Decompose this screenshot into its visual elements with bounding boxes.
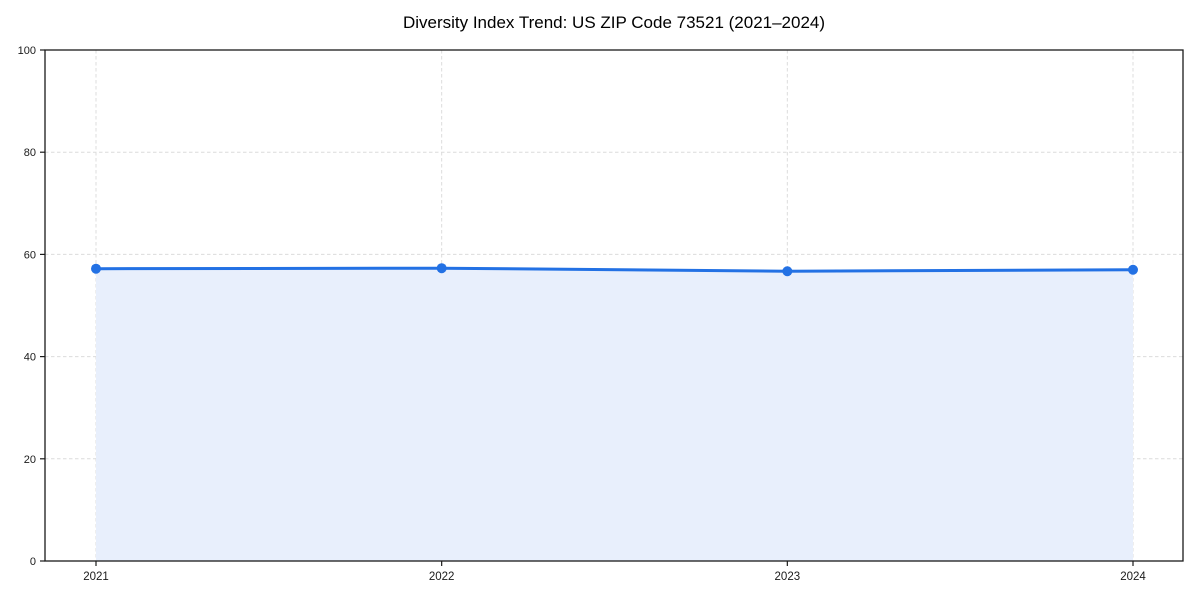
data-point-marker-2023 [782,266,793,277]
x-axis-tick-label-2022: 2022 [429,571,455,583]
area-fill [96,268,1133,561]
y-axis-tick-label-40: 40 [24,352,36,364]
y-axis-tick-label-20: 20 [24,454,36,466]
trend-line [94,266,1135,273]
chart-title: Diversity Index Trend: US ZIP Code 73521… [402,13,826,32]
x-axis-tick-label-2023: 2023 [775,571,801,583]
y-axis-tick-label-0: 0 [30,556,36,568]
data-point-marker-2022 [436,263,447,274]
data-point-marker-2024 [1128,264,1138,275]
x-axis-tick-label-2021: 2021 [83,571,109,583]
x-axis-tick-label-2024: 2024 [1120,571,1146,583]
y-axis-tick-label-80: 80 [24,147,36,159]
y-axis-tick-label-100: 100 [18,45,36,57]
data-point-marker-2021 [91,263,101,274]
y-axis-tick-label-60: 60 [24,249,36,261]
plot-border [44,49,1184,562]
